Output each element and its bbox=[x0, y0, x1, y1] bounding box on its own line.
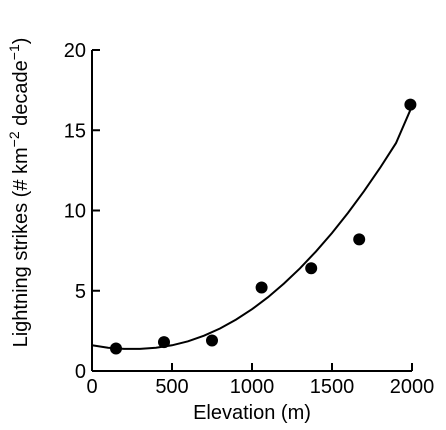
y-axis-title-sup2: −1 bbox=[6, 44, 22, 60]
y-axis-title-sup1: −2 bbox=[6, 131, 22, 147]
y-axis-title-part1: Lightning strikes (# km bbox=[10, 147, 32, 347]
data-point bbox=[404, 98, 417, 111]
x-tick-label: 2000 bbox=[390, 376, 435, 398]
data-point bbox=[206, 334, 218, 347]
y-tick-label: 15 bbox=[64, 120, 86, 142]
x-tick-label: 500 bbox=[155, 376, 188, 398]
y-axis-title-part2: decade bbox=[10, 60, 32, 131]
data-point bbox=[305, 262, 318, 275]
x-tick-label: 1500 bbox=[310, 376, 355, 398]
x-tick-label: 0 bbox=[86, 376, 97, 398]
y-tick-label: 20 bbox=[64, 40, 86, 62]
y-axis-title-part3: ) bbox=[10, 38, 32, 45]
x-ticks: 0 500 1000 1500 2000 bbox=[86, 363, 434, 398]
plot-area bbox=[91, 98, 417, 355]
x-axis-title: Elevation (m) bbox=[193, 402, 311, 424]
data-point bbox=[110, 342, 122, 355]
data-point bbox=[158, 336, 170, 349]
y-tick-label: 10 bbox=[64, 201, 86, 223]
data-point bbox=[255, 281, 268, 294]
y-axis-title: Lightning strikes (# km−2 decade−1) bbox=[6, 38, 32, 348]
axes: 0 500 1000 1500 2000 0 5 10 15 20 bbox=[64, 40, 435, 398]
data-point bbox=[353, 233, 366, 246]
y-tick-label: 5 bbox=[75, 281, 86, 303]
y-tick-label: 0 bbox=[75, 361, 86, 383]
y-ticks: 0 5 10 15 20 bbox=[64, 40, 100, 383]
data-points bbox=[110, 98, 417, 355]
x-tick-label: 1000 bbox=[230, 376, 275, 398]
fit-curve bbox=[91, 105, 413, 350]
